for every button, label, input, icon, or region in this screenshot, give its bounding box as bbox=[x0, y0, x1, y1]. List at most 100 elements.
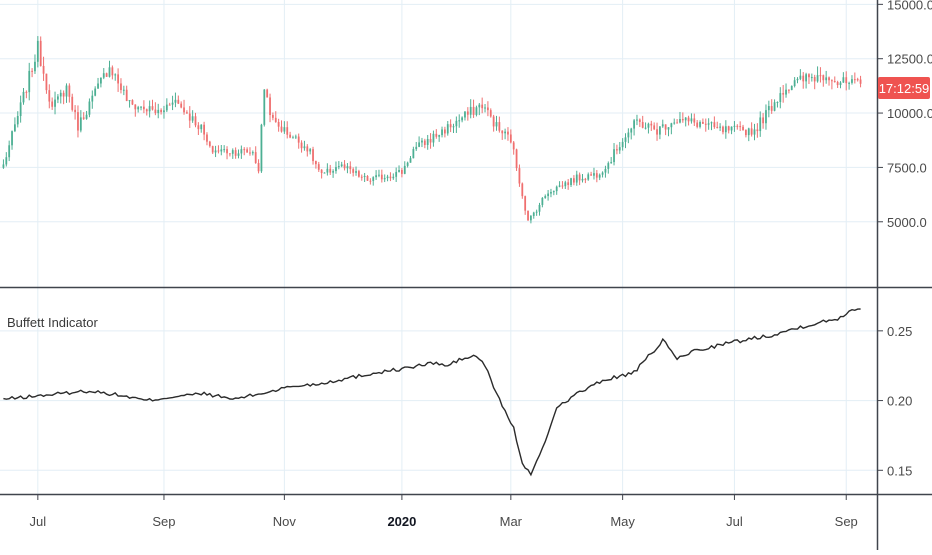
candle bbox=[59, 89, 62, 104]
candle bbox=[54, 91, 56, 115]
candle bbox=[31, 68, 33, 78]
candle bbox=[702, 118, 704, 124]
candle bbox=[527, 210, 529, 221]
candle bbox=[653, 122, 656, 131]
candle bbox=[707, 118, 710, 130]
candle bbox=[656, 122, 658, 141]
candle bbox=[88, 98, 91, 118]
candle bbox=[335, 161, 337, 174]
candle bbox=[765, 104, 767, 130]
time-tick-label: Jul bbox=[726, 514, 743, 529]
candle bbox=[131, 99, 134, 106]
candle bbox=[756, 123, 759, 138]
indicator-price-scale[interactable]: 0.25 0.20 0.15 bbox=[877, 324, 912, 478]
candle bbox=[200, 124, 203, 133]
candle bbox=[51, 97, 54, 110]
candle bbox=[254, 146, 257, 164]
candle bbox=[208, 140, 211, 148]
candle bbox=[188, 106, 191, 128]
candle bbox=[687, 115, 690, 126]
candle bbox=[237, 149, 240, 159]
candle bbox=[518, 164, 521, 187]
candle bbox=[469, 99, 472, 119]
candle bbox=[151, 99, 154, 111]
time-scale[interactable]: Jul Sep Nov 2020 Mar May Jul Sep bbox=[30, 494, 858, 529]
candle bbox=[713, 116, 716, 129]
candle bbox=[375, 170, 377, 180]
candle bbox=[160, 108, 162, 115]
candle bbox=[22, 87, 25, 105]
candle bbox=[507, 127, 509, 141]
candle bbox=[260, 123, 263, 173]
candle bbox=[584, 177, 587, 184]
time-tick-label: Nov bbox=[273, 514, 297, 529]
candle bbox=[297, 133, 300, 149]
candle bbox=[211, 145, 214, 155]
candle bbox=[664, 124, 667, 136]
candle bbox=[736, 124, 739, 130]
candle bbox=[484, 104, 486, 113]
candle bbox=[644, 122, 647, 130]
candle bbox=[636, 114, 638, 126]
candle bbox=[16, 111, 19, 128]
candle bbox=[34, 54, 36, 74]
candle bbox=[122, 85, 125, 96]
candle bbox=[704, 118, 707, 132]
candle bbox=[435, 129, 438, 139]
candle bbox=[438, 134, 441, 142]
candle bbox=[263, 89, 266, 127]
candle bbox=[315, 160, 317, 169]
candle bbox=[186, 110, 188, 114]
candle bbox=[274, 111, 277, 123]
candle bbox=[148, 100, 151, 118]
candle bbox=[191, 110, 194, 123]
candle bbox=[733, 121, 736, 132]
candle bbox=[36, 36, 39, 68]
candle bbox=[621, 138, 624, 151]
candle bbox=[286, 121, 289, 139]
candle bbox=[234, 147, 237, 159]
candle bbox=[277, 118, 280, 132]
candle bbox=[194, 112, 197, 128]
candle bbox=[11, 130, 13, 150]
candle bbox=[120, 78, 122, 94]
candle bbox=[421, 137, 423, 148]
candle bbox=[759, 111, 762, 137]
candle bbox=[564, 180, 567, 190]
candle bbox=[306, 144, 309, 157]
candle bbox=[575, 170, 578, 186]
candle bbox=[226, 146, 228, 160]
candle bbox=[217, 145, 220, 154]
candle bbox=[627, 128, 630, 144]
candle bbox=[722, 125, 724, 135]
candle bbox=[154, 102, 157, 116]
candle bbox=[455, 116, 458, 133]
main-price-scale[interactable]: 15000.0 12500.0 10000.0 7500.0 5000.0 bbox=[877, 0, 932, 230]
candle bbox=[696, 119, 699, 129]
candle bbox=[742, 124, 744, 131]
buffett-indicator-line bbox=[3, 308, 861, 477]
candle bbox=[446, 120, 449, 136]
candle bbox=[779, 87, 782, 109]
main-tick-label: 7500.0 bbox=[887, 160, 927, 175]
candle bbox=[661, 119, 664, 128]
candle bbox=[372, 176, 375, 186]
candle bbox=[423, 138, 426, 149]
candle bbox=[383, 174, 386, 183]
candle bbox=[114, 73, 117, 81]
candle bbox=[366, 175, 369, 182]
candle bbox=[183, 99, 185, 115]
candle bbox=[555, 185, 558, 195]
candle bbox=[624, 133, 627, 149]
candle bbox=[426, 134, 429, 150]
candle bbox=[770, 99, 773, 114]
candle bbox=[810, 73, 813, 82]
candle bbox=[432, 130, 435, 147]
candle bbox=[280, 120, 283, 133]
candle bbox=[472, 99, 475, 118]
candle bbox=[294, 134, 297, 140]
last-price-badge: 17:12:59 bbox=[878, 77, 930, 99]
candle bbox=[303, 140, 306, 151]
candle bbox=[229, 153, 231, 157]
